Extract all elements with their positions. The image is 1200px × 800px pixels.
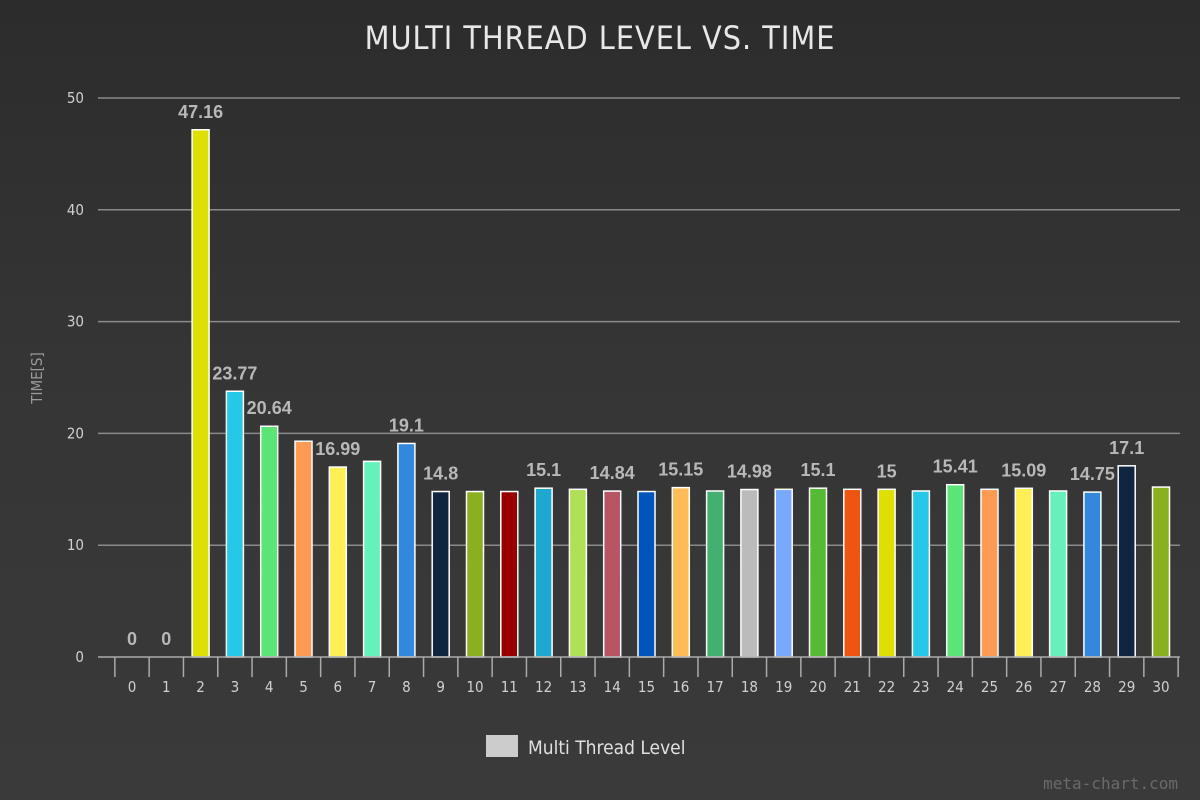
data-label: 20.64 [247, 398, 292, 418]
x-tick-label: 27 [1050, 678, 1067, 696]
data-label: 0 [161, 629, 171, 649]
x-tick-label: 17 [707, 678, 724, 696]
data-labels: 0 0 47.16 23.77 20.64 16.99 19.1 14.8 15.1 14.84 1… [127, 102, 1144, 649]
x-tick-label: 8 [402, 678, 411, 696]
legend-swatch[interactable] [486, 735, 518, 757]
bar[interactable] [843, 488, 862, 658]
bar[interactable] [225, 390, 245, 658]
bar[interactable] [877, 488, 896, 658]
bar[interactable] [431, 490, 450, 658]
data-label: 15.41 [933, 457, 978, 477]
x-tick-label: 19 [775, 678, 792, 696]
x-tick-label: 29 [1118, 678, 1135, 696]
x-tick-label: 21 [844, 678, 861, 696]
bar[interactable] [294, 440, 313, 658]
chart-title: MULTI THREAD LEVEL VS. TIME [365, 19, 836, 57]
y-tick-label: 0 [75, 648, 84, 666]
bar[interactable] [500, 490, 519, 658]
x-tick-label: 18 [741, 678, 758, 696]
bar[interactable] [397, 442, 416, 658]
y-tick-label: 50 [67, 89, 84, 107]
bar[interactable] [602, 490, 622, 658]
y-tick-label: 10 [67, 536, 84, 554]
legend[interactable]: Multi Thread Level [486, 735, 685, 759]
data-label: 14.98 [727, 462, 772, 482]
bar[interactable] [705, 490, 725, 658]
bar[interactable] [1117, 465, 1136, 658]
watermark: meta-chart.com [1043, 774, 1178, 793]
x-tick-label: 12 [535, 678, 552, 696]
x-tick-label: 28 [1084, 678, 1101, 696]
x-tick-label: 7 [368, 678, 377, 696]
x-tick-label: 22 [878, 678, 895, 696]
x-tick-label: 25 [981, 678, 998, 696]
x-tick-label: 15 [638, 678, 655, 696]
bar[interactable] [637, 490, 656, 658]
bar[interactable] [1083, 491, 1102, 658]
data-label: 14.84 [590, 463, 635, 483]
data-label: 17.1 [1109, 438, 1144, 458]
data-label: 19.1 [389, 415, 424, 435]
bar[interactable] [465, 490, 485, 658]
data-label: 15 [877, 461, 897, 481]
y-tick-label: 20 [67, 424, 84, 442]
bar[interactable] [911, 490, 931, 658]
bar[interactable] [740, 488, 759, 658]
bar[interactable] [362, 460, 382, 658]
y-axis: 0 10 20 30 40 50 [67, 89, 84, 666]
data-label: 15.09 [1001, 460, 1046, 480]
x-axis: 0 1 2 3 4 5 6 7 8 9 10 11 12 13 14 15 16 17 18 19 20 21 22 23 24… [98, 656, 1180, 696]
x-tick-label: 23 [912, 678, 929, 696]
x-tick-label: 30 [1152, 678, 1169, 696]
bar[interactable] [774, 488, 793, 658]
bars [191, 129, 1171, 658]
data-label: 47.16 [178, 102, 223, 122]
data-label: 16.99 [315, 439, 360, 459]
bar[interactable] [328, 466, 348, 658]
x-tick-label: 20 [809, 678, 826, 696]
data-label: 15.15 [658, 460, 703, 480]
bar[interactable] [671, 486, 691, 658]
data-label: 0 [127, 629, 137, 649]
y-axis-label: TIME[S] [28, 352, 46, 405]
bar[interactable] [1014, 487, 1034, 658]
bar[interactable] [1048, 490, 1068, 658]
x-tick-label: 14 [604, 678, 621, 696]
bar[interactable] [980, 488, 999, 658]
x-tick-label: 11 [501, 678, 518, 696]
bar[interactable] [945, 483, 965, 658]
x-tick-label: 4 [265, 678, 274, 696]
data-label: 15.1 [800, 460, 835, 480]
y-tick-label: 40 [67, 201, 84, 219]
x-tick-label: 24 [947, 678, 964, 696]
data-label: 23.77 [212, 363, 257, 383]
x-tick-label: 1 [162, 678, 171, 696]
bar[interactable] [568, 488, 588, 658]
x-tick-label: 10 [466, 678, 483, 696]
x-tick-label: 26 [1015, 678, 1032, 696]
y-tick-label: 30 [67, 313, 84, 331]
data-label: 14.75 [1070, 464, 1115, 484]
x-tick-label: 3 [231, 678, 240, 696]
bar[interactable] [808, 487, 828, 658]
bar[interactable] [259, 425, 279, 658]
x-tick-label: 5 [299, 678, 308, 696]
x-tick-label: 2 [196, 678, 205, 696]
x-tick-label: 6 [334, 678, 343, 696]
legend-label[interactable]: Multi Thread Level [528, 737, 685, 759]
x-tick-label: 0 [128, 678, 137, 696]
data-label: 15.1 [526, 460, 561, 480]
x-tick-label: 13 [569, 678, 586, 696]
bar[interactable] [1151, 486, 1171, 658]
x-tick-label: 16 [672, 678, 689, 696]
x-tick-label: 9 [436, 678, 445, 696]
bar[interactable] [534, 487, 553, 658]
data-label: 14.8 [423, 464, 458, 484]
bar[interactable] [191, 129, 210, 658]
